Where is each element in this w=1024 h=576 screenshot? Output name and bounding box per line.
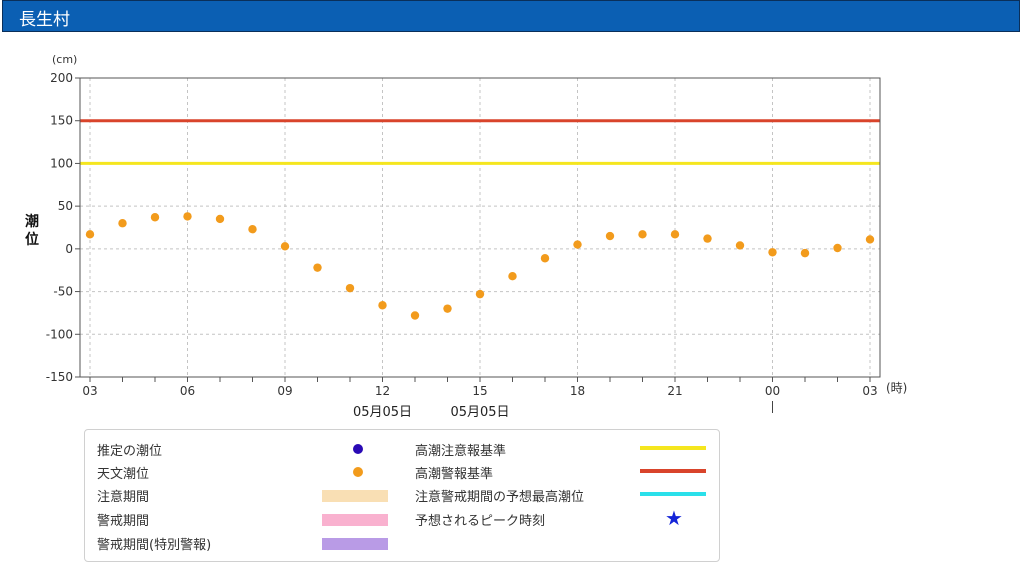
tide-point [118, 219, 127, 228]
x-tick-label: 00 [765, 384, 780, 398]
predicted-max-tide-line-swatch [640, 492, 706, 496]
y-tick-label: 200 [50, 71, 73, 85]
chart-grid [80, 77, 880, 378]
date-label: 05月05日 [353, 405, 412, 420]
x-unit-label: (時) [886, 381, 907, 395]
y-unit-label: (cm) [52, 53, 77, 66]
warning-level-line-swatch [640, 469, 706, 473]
x-tick-label: 21 [667, 384, 682, 398]
y-axis-label: 潮位 [25, 213, 39, 248]
legend-label-peak-time: 予想されるピーク時刻 [415, 514, 546, 529]
tide-point [638, 230, 647, 239]
x-tick-label: 12 [375, 384, 390, 398]
x-tick-label: 15 [472, 384, 487, 398]
y-tick-label: 150 [50, 114, 73, 128]
tide-point [475, 289, 485, 299]
tide-point [573, 240, 582, 249]
tide-point [313, 263, 322, 272]
tide-chart: 200 150 100 50 0 -50 -100 -150 03 06 09 12 15 18 21 00 0… [25, 53, 907, 420]
axis-ticks: 200 150 100 50 0 -50 -100 -150 03 06 09 12 15 18 21 00 0… [46, 71, 878, 420]
tide-point [508, 271, 517, 281]
legend-label-special-warning-period: 警戒期間(特別警報) [97, 538, 212, 553]
legend-label-caution-period: 注意期間 [97, 490, 150, 505]
y-tick-label: -150 [46, 370, 73, 384]
special-warning-period-swatch [322, 538, 388, 550]
tide-point [670, 230, 680, 239]
tide-point [410, 311, 420, 320]
star-icon: ★ [665, 506, 683, 530]
tide-point [443, 304, 452, 313]
x-tick-label: 06 [180, 384, 195, 398]
chart-legend: 推定の潮位 天文潮位 注意期間 警戒期間 警戒期間(特別警報) 高潮注意報基準 … [84, 429, 720, 562]
legend-label-predicted-max-tide: 注意警戒期間の予想最高潮位 [415, 490, 585, 505]
legend-label-advisory-level: 高潮注意報基準 [415, 444, 507, 459]
x-tick-label: 09 [277, 384, 292, 398]
station-title: 長生村 [19, 10, 70, 30]
advisory-level-line-swatch [640, 446, 706, 450]
tide-point [735, 241, 745, 250]
legend-label-estimated-tide: 推定の潮位 [97, 444, 163, 459]
threshold-lines [80, 119, 880, 165]
tide-point [833, 243, 842, 253]
tide-point [703, 234, 712, 243]
legend-label-warning-level: 高潮警報基準 [415, 467, 494, 482]
tide-point [248, 225, 257, 234]
tide-point [605, 231, 615, 241]
tide-point [768, 248, 777, 257]
astronomical-tide-dot-icon [353, 467, 363, 477]
tide-point [280, 242, 290, 251]
y-tick-label: 100 [50, 156, 73, 170]
tide-point [150, 213, 160, 222]
warning-period-swatch [322, 514, 388, 526]
estimated-tide-dot-icon [353, 444, 363, 454]
station-header: 長生村 [2, 0, 1020, 32]
tide-point [215, 214, 225, 224]
y-tick-label: -100 [46, 327, 73, 341]
caution-period-swatch [322, 490, 388, 502]
x-tick-label: 03 [82, 384, 97, 398]
legend-label-warning-period: 警戒期間 [97, 514, 150, 529]
tide-point [540, 254, 550, 263]
tide-point [85, 230, 95, 239]
tide-point [183, 212, 192, 221]
x-tick-label: 03 [862, 384, 877, 398]
tide-point [378, 301, 387, 310]
y-tick-label: 50 [58, 199, 73, 213]
date-label: 05月05日 [450, 405, 509, 420]
y-tick-label: 0 [65, 242, 73, 256]
y-tick-label: -50 [53, 285, 73, 299]
x-tick-label: 18 [570, 384, 585, 398]
tide-points [85, 212, 875, 320]
tide-point [345, 283, 355, 293]
tide-point [865, 235, 875, 244]
tide-point [800, 248, 810, 258]
legend-label-astronomical-tide: 天文潮位 [97, 467, 150, 482]
